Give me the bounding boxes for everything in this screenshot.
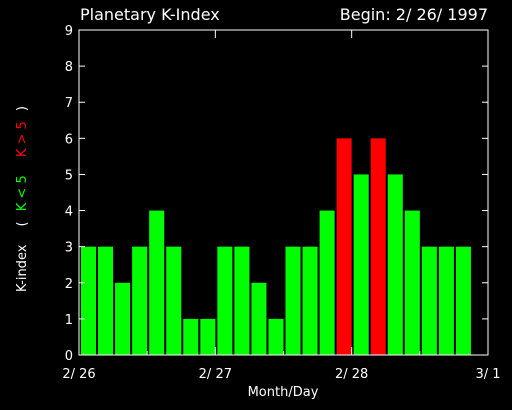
y-tick-label: 0 (65, 349, 73, 364)
y-axis-title-open-paren: ( (15, 221, 30, 226)
x-tick-label: 2/ 28 (335, 367, 368, 382)
bar (234, 246, 250, 355)
bar (302, 246, 318, 355)
bar (421, 246, 437, 355)
x-axis: 2/ 26 2/ 27 2/ 28 3/ 1 (62, 30, 501, 382)
begin-date: Begin: 2/ 26/ 1997 (340, 5, 488, 24)
y-tick-label: 4 (65, 205, 73, 220)
bar (115, 282, 131, 355)
y-tick-label: 6 (65, 132, 73, 147)
bar (404, 210, 420, 355)
y-axis: 0 1 2 3 4 5 6 7 8 9 (65, 24, 488, 364)
y-tick-label: 9 (65, 24, 73, 39)
bar (132, 246, 148, 355)
bar (200, 318, 216, 355)
bar (370, 138, 386, 355)
x-tick-label: 3/ 1 (475, 367, 500, 382)
bar (285, 246, 301, 355)
bar (455, 246, 471, 355)
bar (183, 318, 199, 355)
bar (438, 246, 454, 355)
bar (251, 282, 267, 355)
bar (149, 210, 165, 355)
y-axis-title-prefix: K-index (15, 244, 30, 292)
x-tick-label: 2/ 26 (62, 367, 95, 382)
y-axis-title-close-paren: ) (15, 106, 30, 111)
y-tick-label: 3 (65, 241, 73, 256)
y-tick-label: 7 (65, 96, 73, 111)
bar (353, 174, 369, 355)
bars-group (81, 138, 471, 355)
y-tick-label: 2 (65, 277, 73, 292)
bar (81, 246, 97, 355)
y-axis-title: K-index ( K < 5 K > 5 ) (15, 106, 30, 292)
bar (268, 318, 284, 355)
bar (166, 246, 182, 355)
y-tick-label: 8 (65, 60, 73, 75)
y-tick-label: 5 (65, 168, 73, 183)
bar (387, 174, 403, 355)
y-tick-label: 1 (65, 313, 73, 328)
x-axis-title: Month/Day (248, 385, 319, 400)
bar (336, 138, 352, 355)
bar (319, 210, 335, 355)
y-axis-title-low-label: K < 5 (15, 175, 30, 211)
bar (217, 246, 233, 355)
chart-title: Planetary K-Index (80, 5, 220, 24)
bar (98, 246, 114, 355)
y-axis-title-high-label: K > 5 (15, 121, 30, 157)
x-tick-label: 2/ 27 (199, 367, 232, 382)
